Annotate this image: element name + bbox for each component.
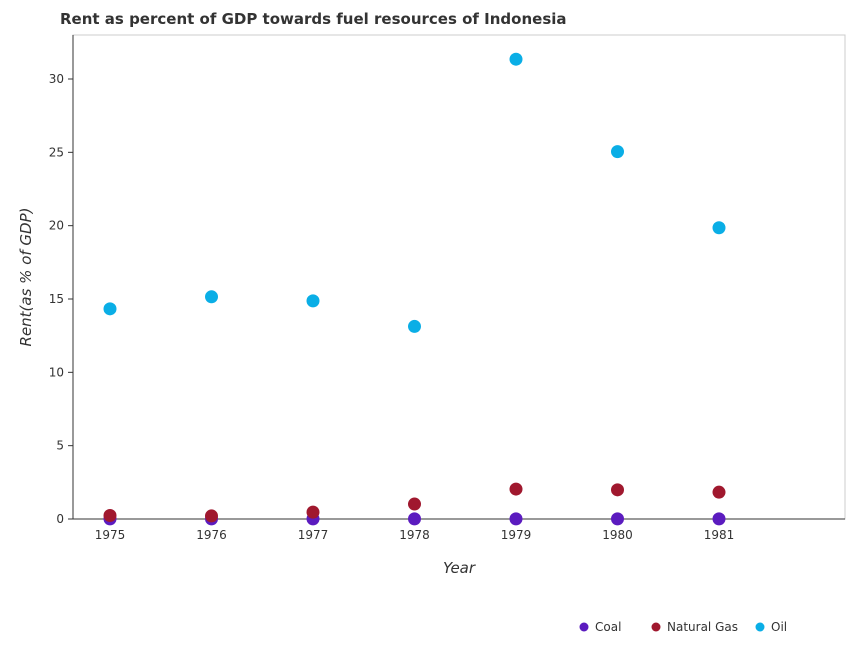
natural-gas-point [611,483,624,497]
coal-point [611,512,624,526]
natural-gas-point [712,485,726,499]
natural-gas-point [103,508,117,522]
oil-point [408,319,421,333]
coal-point [509,512,523,526]
oil-point [712,221,726,235]
y-tick-label: 30 [49,72,64,86]
y-axis-title: Rent(as % of GDP) [17,208,35,347]
chart-title: Rent as percent of GDP towards fuel reso… [60,10,567,28]
legend-label-natural-gas: Natural Gas [667,620,738,634]
y-tick-label: 25 [49,145,64,159]
oil-point [611,145,624,159]
legend-label-oil: Oil [771,620,787,634]
y-tick-label: 5 [56,439,64,453]
x-tick-label: 1976 [196,528,227,542]
oil-point [509,52,523,66]
data-points [103,52,726,526]
y-tick-label: 0 [56,512,64,526]
x-tick-label: 1977 [298,528,329,542]
legend: Coal Natural Gas Oil [579,620,787,634]
natural-gas-point [306,505,320,519]
x-axis: 1975 1976 1977 1978 1979 1980 1981 [73,518,845,542]
plot-border [72,34,846,520]
natural-gas-point [509,482,523,496]
coal-point [712,512,726,526]
natural-gas-point [205,509,218,523]
y-tick-label: 10 [49,365,64,379]
x-tick-label: 1980 [602,528,633,542]
x-tick-label: 1975 [95,528,126,542]
x-tick-label: 1979 [501,528,532,542]
coal-point [408,512,421,526]
y-tick-label: 20 [49,219,64,233]
legend-marker-oil [755,622,765,632]
x-axis-title: Year [443,559,476,577]
oil-point [306,294,320,308]
natural-gas-point [408,497,421,511]
x-tick-label: 1978 [399,528,430,542]
y-axis: 0 5 10 15 20 25 30 [49,35,74,526]
legend-label-coal: Coal [595,620,621,634]
oil-point [103,302,117,316]
legend-marker-coal [579,622,589,632]
oil-point [205,290,218,304]
legend-marker-natural-gas [651,622,661,632]
y-tick-label: 15 [49,292,64,306]
plot-area [72,34,846,520]
x-tick-label: 1981 [704,528,735,542]
